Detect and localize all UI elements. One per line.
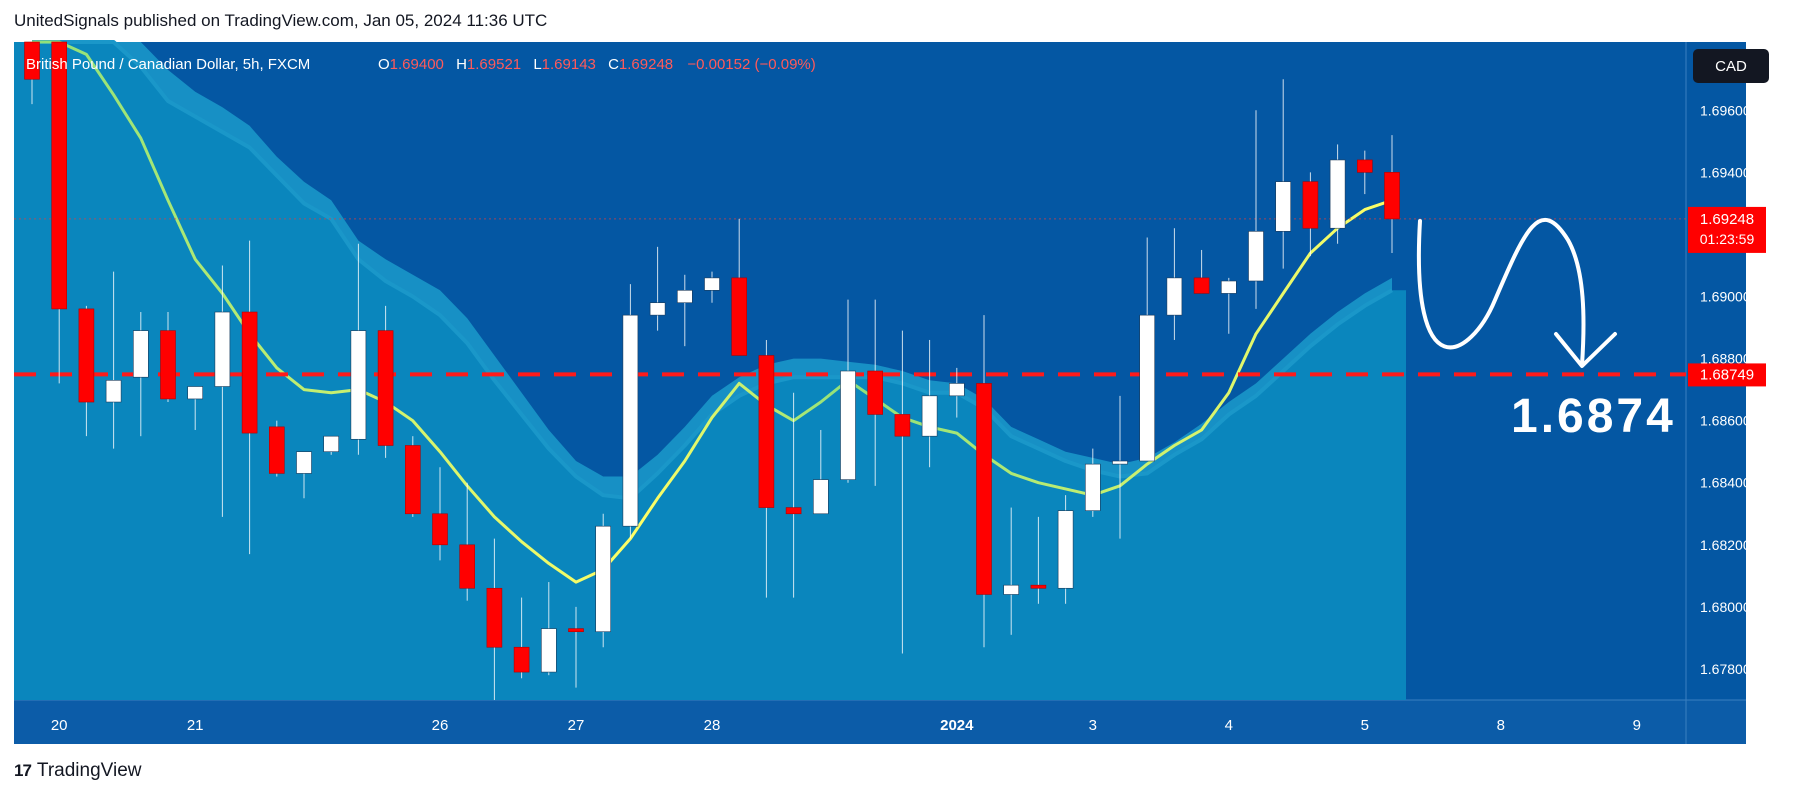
candle — [1003, 507, 1020, 635]
candle — [1221, 277, 1237, 334]
candle — [676, 274, 693, 347]
time-tick-label: 2024 — [940, 717, 974, 734]
candle — [51, 41, 68, 384]
price-tick-label: 1.69400 — [1700, 164, 1751, 180]
candle — [1248, 110, 1264, 309]
candle — [432, 467, 448, 561]
time-tick-label: 5 — [1361, 717, 1369, 734]
time-tick-label: 21 — [187, 717, 204, 734]
time-axis: 20 21 26 27 28 2024 3 4 5 8 9 — [51, 717, 1641, 734]
candle — [1384, 135, 1400, 254]
candle — [649, 246, 666, 331]
candle — [241, 240, 258, 555]
time-tick-label: 20 — [51, 717, 68, 734]
candle — [785, 392, 802, 598]
svg-text:1.69248: 1.69248 — [1700, 211, 1754, 228]
candle — [78, 305, 95, 437]
time-tick-label: 4 — [1225, 717, 1233, 734]
candle — [1302, 172, 1319, 257]
footer-brand: TradingView — [36, 760, 142, 781]
fast-ma-line — [32, 40, 1393, 584]
last-price-badge: 1.69248 01:23:59 — [1688, 206, 1766, 253]
target-annotation: 1.6874 — [1511, 390, 1676, 443]
candle — [867, 299, 884, 486]
candle — [921, 339, 938, 468]
candle — [214, 265, 231, 517]
candle — [404, 436, 421, 517]
svg-text:1.68749: 1.68749 — [1700, 366, 1754, 383]
time-tick-label: 8 — [1497, 717, 1505, 734]
candle — [1329, 144, 1346, 244]
price-tick-label: 1.68600 — [1700, 413, 1751, 429]
projection-arrowhead — [1554, 332, 1617, 368]
price-tick-label: 1.68000 — [1700, 599, 1751, 615]
candle — [1057, 495, 1074, 604]
candle — [704, 271, 720, 303]
candle — [1357, 150, 1373, 195]
candle — [568, 606, 584, 688]
candle — [459, 482, 476, 601]
candle — [1112, 395, 1128, 539]
candle — [1193, 249, 1210, 294]
currency-button[interactable]: CAD — [1693, 49, 1769, 83]
candle — [350, 243, 367, 455]
candle — [595, 513, 612, 648]
candle — [160, 312, 176, 403]
candle — [540, 582, 557, 676]
candle — [812, 429, 829, 515]
candle — [840, 299, 856, 483]
time-tick-label: 28 — [704, 717, 721, 734]
price-tick-label: 1.67800 — [1700, 661, 1751, 677]
svg-text:CAD: CAD — [1715, 58, 1747, 75]
candle — [187, 386, 203, 430]
candles — [24, 41, 1400, 700]
slow-ma-line — [32, 40, 1393, 501]
candle — [296, 451, 312, 499]
candle — [758, 339, 775, 598]
publisher-header: UnitedSignals published on TradingView.c… — [14, 11, 548, 30]
candle — [133, 312, 149, 437]
candle — [1085, 448, 1101, 517]
candle — [731, 218, 748, 356]
symbol-legend: British Pound / Canadian Dollar, 5h, FXC… — [26, 56, 310, 73]
price-tick-label: 1.69000 — [1700, 289, 1751, 305]
candle — [948, 367, 965, 418]
candle — [622, 284, 639, 539]
candle — [486, 538, 503, 700]
price-tick-label: 1.68800 — [1700, 351, 1751, 367]
time-tick-label: 27 — [568, 717, 585, 734]
candle — [976, 315, 992, 648]
time-tick-label: 26 — [432, 717, 449, 734]
candle — [1139, 237, 1155, 462]
tradingview-logo: 17 — [14, 761, 32, 780]
candle — [513, 597, 530, 679]
footer: 17 TradingView — [14, 760, 141, 782]
time-axis-background — [14, 700, 1746, 744]
projection-arrow — [1416, 217, 1586, 367]
price-tick-label: 1.68200 — [1700, 537, 1751, 553]
area-band — [32, 42, 1392, 499]
ohlc-legend: O1.69400 H1.69521 L1.69143 C1.69248 −0.0… — [378, 56, 816, 73]
time-tick-label: 9 — [1633, 717, 1641, 734]
candle — [377, 305, 394, 458]
price-tick-label: 1.68400 — [1700, 475, 1751, 491]
svg-text:01:23:59: 01:23:59 — [1700, 231, 1755, 247]
candle — [24, 41, 40, 105]
price-tick-label: 1.69600 — [1700, 102, 1751, 118]
candle — [1030, 516, 1047, 604]
target-price-badge: 1.68749 — [1688, 363, 1766, 387]
candle — [1166, 228, 1183, 340]
candle — [894, 330, 911, 654]
candle — [105, 271, 122, 449]
time-tick-label: 3 — [1089, 717, 1097, 734]
candle — [323, 435, 340, 455]
candle — [1275, 79, 1291, 269]
candle — [268, 420, 285, 477]
